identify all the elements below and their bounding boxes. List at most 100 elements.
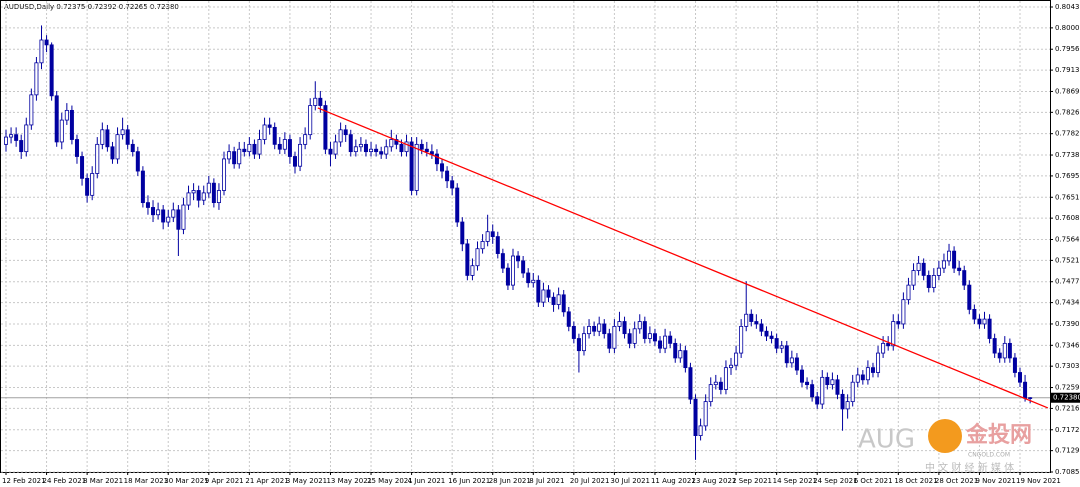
- candle-body: [196, 190, 201, 201]
- candle-body: [272, 126, 277, 145]
- candle-body: [921, 262, 926, 276]
- candle-body: [110, 146, 115, 160]
- trendline: [317, 107, 1049, 409]
- candle-body: [865, 367, 870, 381]
- candle-body: [434, 153, 439, 165]
- x-tick-label: 8 Mar 2021: [83, 477, 123, 485]
- candle-body: [957, 267, 962, 271]
- candle-body: [810, 384, 815, 398]
- candle-body: [916, 262, 921, 271]
- candle-body: [379, 151, 384, 155]
- candle-body: [749, 313, 754, 322]
- candle-body: [855, 374, 860, 383]
- candle-body: [556, 294, 561, 305]
- candle-body: [906, 284, 911, 301]
- candle-body: [759, 323, 764, 332]
- candle-body: [1002, 342, 1007, 359]
- watermark-logo: [928, 419, 962, 453]
- candle-body: [881, 342, 886, 354]
- x-tick-label: 8 Jul 2021: [529, 477, 564, 485]
- candle-body: [176, 209, 181, 230]
- candle-body: [105, 129, 110, 148]
- candle-body: [14, 134, 19, 141]
- candle-body: [693, 398, 698, 436]
- candle-body: [389, 139, 394, 148]
- candle-body: [237, 148, 242, 165]
- candle-body: [348, 134, 353, 153]
- candle-body: [394, 139, 399, 145]
- x-tick-label: 4 Jun 2021: [408, 477, 446, 485]
- candle-body: [424, 148, 429, 153]
- candle-body: [303, 134, 308, 145]
- candle-body: [764, 330, 769, 337]
- candle-body: [480, 241, 485, 250]
- candle-body: [526, 272, 531, 284]
- candle-body: [896, 321, 901, 325]
- candle-body: [100, 129, 105, 145]
- candle-body: [338, 129, 343, 143]
- x-tick-label: 24 Feb 2021: [43, 477, 87, 485]
- candle-body: [191, 190, 196, 194]
- candle-body: [151, 207, 156, 216]
- candle-body: [581, 333, 586, 352]
- candle-body: [130, 143, 135, 153]
- candle-body: [450, 180, 455, 189]
- x-tick-label: 19 Nov 2021: [1016, 477, 1061, 485]
- candle-body: [784, 345, 789, 364]
- candle-body: [369, 148, 374, 153]
- x-tick-label: 16 Jun 2021: [448, 477, 490, 485]
- candle-body: [799, 369, 804, 383]
- candle-body: [718, 381, 723, 390]
- candle-body: [95, 143, 100, 174]
- candle-body: [647, 333, 652, 339]
- candle-body: [460, 221, 465, 245]
- candle-body: [343, 129, 348, 136]
- x-tick-label: 9 Apr 2021: [205, 477, 244, 485]
- candle-body: [779, 345, 784, 349]
- candle-body: [353, 146, 358, 153]
- candle-body: [622, 321, 627, 335]
- candle-body: [186, 192, 191, 206]
- candle-body: [663, 335, 668, 349]
- candle-body: [997, 352, 1002, 359]
- candle-body: [171, 209, 176, 218]
- x-tick-label: 6 Oct 2021: [854, 477, 893, 485]
- candle-body: [140, 170, 145, 204]
- candle-body: [490, 231, 495, 237]
- candle-body: [39, 39, 44, 64]
- candle-body: [830, 379, 835, 386]
- candle-body: [683, 350, 688, 369]
- candle-body: [911, 270, 916, 286]
- candle-body: [308, 105, 313, 136]
- candle-body: [247, 143, 252, 153]
- candle-body: [891, 321, 896, 347]
- candle-body: [576, 338, 581, 352]
- candle-body: [80, 156, 85, 179]
- candle-body: [287, 139, 292, 157]
- candle-body: [936, 267, 941, 276]
- candle-body: [698, 425, 703, 436]
- candle-body: [876, 352, 881, 373]
- candle-body: [536, 279, 541, 303]
- candle-body: [546, 289, 551, 298]
- x-tick-label: 2 Sep 2021: [732, 477, 772, 485]
- candle-body: [445, 170, 450, 182]
- candle-body: [4, 136, 9, 145]
- candle-body: [637, 321, 642, 330]
- x-tick-label: 30 Jul 2021: [610, 477, 650, 485]
- candle-body: [931, 275, 936, 288]
- x-tick-label: 12 Feb 2021: [2, 477, 46, 485]
- candle-body: [703, 401, 708, 427]
- candle-body: [201, 192, 206, 201]
- candle-body: [404, 141, 409, 153]
- candle-body: [992, 338, 997, 354]
